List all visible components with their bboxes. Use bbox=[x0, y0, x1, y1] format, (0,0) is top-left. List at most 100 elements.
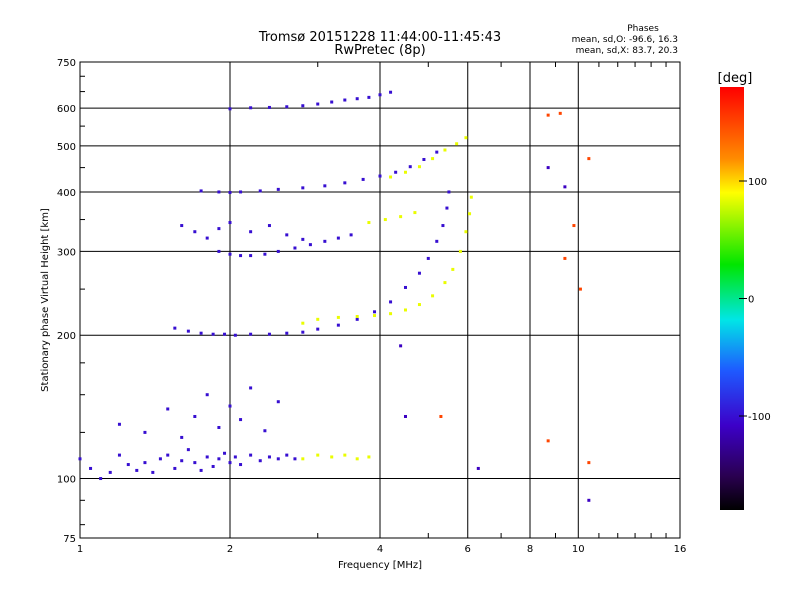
echo-point bbox=[89, 466, 93, 470]
echo-point bbox=[316, 453, 320, 457]
echo-point bbox=[367, 455, 371, 459]
echo-point bbox=[117, 422, 121, 426]
echo-point bbox=[99, 477, 103, 481]
echo-point bbox=[355, 457, 359, 461]
echo-point bbox=[217, 425, 221, 429]
echo-point bbox=[431, 157, 435, 161]
echo-point bbox=[249, 386, 253, 390]
echo-point bbox=[143, 461, 147, 465]
echo-point bbox=[458, 249, 462, 253]
echo-point bbox=[205, 455, 209, 459]
grid-lines bbox=[80, 62, 680, 538]
echo-point bbox=[151, 470, 155, 474]
echo-point bbox=[249, 453, 253, 457]
colorbar-ticks: 100 0 -100 bbox=[739, 177, 771, 423]
phase-stats-o: mean, sd,O: -96.6, 16.3 bbox=[572, 35, 678, 45]
echo-point bbox=[316, 317, 320, 321]
echo-point bbox=[199, 331, 203, 335]
echo-point bbox=[180, 224, 184, 228]
y-axis-label: Stationary phase Virtual Height [km] bbox=[40, 208, 51, 392]
echo-point bbox=[439, 414, 443, 418]
echo-point bbox=[336, 315, 340, 319]
echo-point bbox=[349, 233, 353, 237]
echo-point bbox=[330, 455, 334, 459]
echo-point bbox=[158, 457, 162, 461]
chart-title: Tromsø 20151228 11:44:00-11:45:43 bbox=[258, 30, 501, 45]
echo-point bbox=[267, 332, 271, 336]
echo-point bbox=[293, 246, 297, 250]
x-axis-label: Frequency [MHz] bbox=[338, 560, 422, 571]
echo-point bbox=[408, 165, 412, 169]
echo-point bbox=[469, 195, 473, 199]
echo-point bbox=[464, 136, 468, 140]
phase-stats-x: mean, sd,X: 83.7, 20.3 bbox=[576, 46, 678, 56]
echo-point bbox=[464, 230, 468, 234]
echo-point bbox=[587, 461, 591, 465]
echo-point bbox=[367, 221, 371, 225]
echo-point bbox=[355, 314, 359, 318]
echo-point bbox=[239, 254, 243, 258]
echo-point bbox=[211, 464, 215, 468]
echo-point bbox=[389, 175, 393, 179]
echo-point bbox=[301, 186, 305, 190]
chart-subtitle: RwPretec (8p) bbox=[334, 43, 425, 58]
echo-point bbox=[389, 90, 393, 94]
echo-point bbox=[233, 333, 237, 337]
x-tick-label: 8 bbox=[527, 544, 533, 555]
colorbar-tick-label: -100 bbox=[748, 412, 771, 423]
echo-point bbox=[239, 418, 243, 422]
echo-point bbox=[249, 230, 253, 234]
y-tick-label: 100 bbox=[57, 475, 76, 486]
echo-point bbox=[316, 102, 320, 106]
echo-point bbox=[403, 170, 407, 174]
echo-point bbox=[276, 249, 280, 253]
echo-point bbox=[308, 243, 312, 247]
echo-point bbox=[199, 468, 203, 472]
echo-point bbox=[435, 150, 439, 154]
echo-point bbox=[572, 224, 576, 228]
x-tick-label: 4 bbox=[377, 544, 383, 555]
echo-point bbox=[476, 466, 480, 470]
echo-point bbox=[285, 331, 289, 335]
y-tick-label: 500 bbox=[57, 142, 76, 153]
echo-point bbox=[383, 218, 387, 222]
y-tick-label: 300 bbox=[57, 247, 76, 258]
echo-point bbox=[301, 457, 305, 461]
echo-point bbox=[455, 142, 459, 146]
echo-point bbox=[399, 215, 403, 219]
echo-point bbox=[173, 466, 177, 470]
x-tick-label: 6 bbox=[465, 544, 471, 555]
echo-point bbox=[293, 457, 297, 461]
echo-point bbox=[451, 267, 455, 271]
echo-point bbox=[285, 105, 289, 109]
echo-point bbox=[343, 98, 347, 102]
echo-point bbox=[228, 221, 232, 225]
echo-point bbox=[267, 455, 271, 459]
echo-point bbox=[211, 332, 215, 336]
echo-point bbox=[373, 314, 377, 318]
echo-point bbox=[258, 189, 262, 193]
echo-point bbox=[443, 281, 447, 285]
echo-point bbox=[193, 461, 197, 465]
echo-point bbox=[228, 107, 232, 111]
y-tick-label: 750 bbox=[57, 58, 76, 69]
echo-point bbox=[263, 429, 267, 433]
echo-point bbox=[330, 100, 334, 104]
echo-point bbox=[143, 430, 147, 434]
echo-point bbox=[180, 435, 184, 439]
echo-point bbox=[355, 97, 359, 101]
echo-point bbox=[223, 451, 227, 455]
echo-point bbox=[249, 254, 253, 258]
echo-point bbox=[180, 459, 184, 463]
echo-point bbox=[336, 323, 340, 327]
echo-point bbox=[316, 327, 320, 331]
y-tick-label: 400 bbox=[57, 188, 76, 199]
echo-point bbox=[258, 459, 262, 463]
echo-point bbox=[343, 181, 347, 185]
echo-point bbox=[193, 414, 197, 418]
echo-point bbox=[587, 157, 591, 161]
echo-point bbox=[546, 113, 550, 117]
echo-point bbox=[367, 95, 371, 99]
echo-point bbox=[403, 414, 407, 418]
